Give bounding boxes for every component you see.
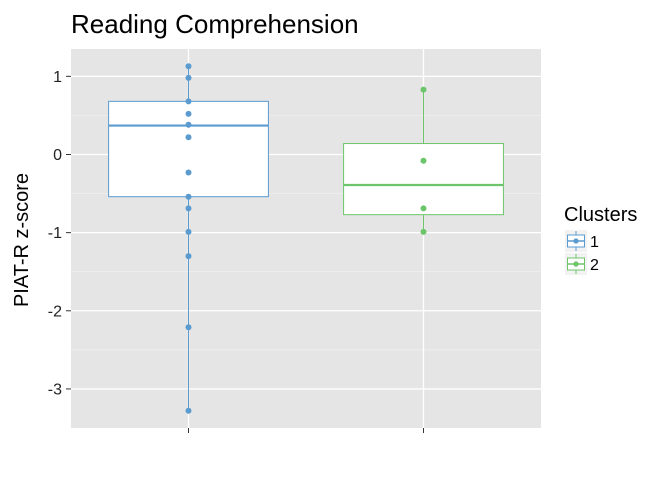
legend-item-2: 2 [565,253,599,275]
y-tick-label: 0 [53,147,62,164]
data-point [185,253,192,260]
data-point [185,205,192,212]
data-point [185,407,192,414]
legend-key-point [573,238,579,244]
y-tick-label: 1 [53,69,62,86]
box-iqr [343,143,504,216]
boxes [108,63,504,414]
x-axis-ticks [188,428,424,433]
y-tick-label: -2 [48,303,62,320]
legend-key-point [573,261,579,267]
legend-item-1: 1 [565,230,599,252]
data-point [420,205,427,212]
box-iqr [108,100,269,198]
data-point [185,193,192,200]
box-cluster-2 [343,86,504,235]
legend-label: 1 [590,234,599,251]
chart-title: Reading Comprehension [71,9,359,39]
data-point [185,121,192,128]
data-point [420,228,427,235]
box-cluster-1 [108,63,269,414]
data-point [185,110,192,117]
y-tick-label: -1 [48,225,62,242]
data-point [185,98,192,105]
data-point [185,74,192,81]
legend-title: Clusters [564,204,637,226]
y-axis-title: PIAT-R z-score [11,173,33,307]
data-point [185,134,192,141]
data-point [420,86,427,93]
legend-label: 2 [590,257,599,274]
y-tick-label: -3 [48,381,62,398]
data-point [420,157,427,164]
data-point [185,63,192,70]
data-point [185,169,192,176]
data-point [185,324,192,331]
y-axis-ticks: 1 0 -1 -2 -3 [48,69,71,398]
legend: Clusters 1 2 [564,204,637,275]
data-point [185,228,192,235]
